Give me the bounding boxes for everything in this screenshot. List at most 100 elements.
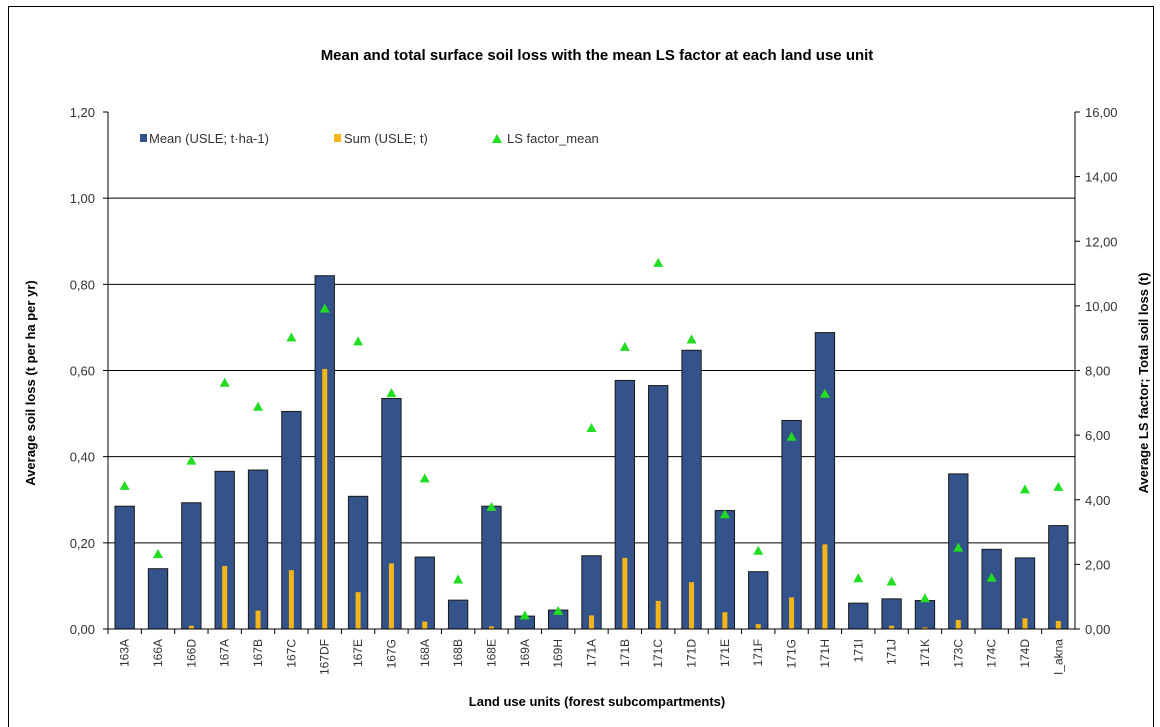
bar-sum — [922, 627, 928, 629]
bar-sum — [822, 544, 828, 629]
bar-mean — [881, 598, 902, 630]
x-tick-label: 168B — [451, 639, 465, 667]
x-tick-label: 171C — [651, 639, 665, 668]
bar-mean — [247, 469, 269, 630]
y-tick-label: 1,00 — [70, 191, 95, 206]
legend-label-ls: LS factor_mean — [507, 131, 599, 146]
x-axis-label: Land use units (forest subcompartments) — [469, 694, 725, 709]
y-axis-label: Average soil loss (t per ha per yr) — [23, 280, 38, 485]
x-tick-label: 171A — [585, 639, 599, 667]
chart-title: Mean and total surface soil loss with th… — [321, 47, 874, 64]
bar-sum — [789, 597, 795, 629]
x-tick-label: 167C — [284, 639, 298, 668]
ls-marker — [119, 480, 130, 490]
bar-mean — [648, 385, 669, 630]
ls-marker — [186, 455, 197, 465]
ls-marker — [519, 610, 530, 620]
legend-label-sum: Sum (USLE; t) — [344, 131, 428, 146]
bar-sum — [755, 624, 761, 629]
ls-marker — [386, 388, 397, 398]
x-tick-label: 171K — [918, 639, 932, 667]
bar-sum — [388, 563, 394, 629]
ls-marker — [486, 501, 497, 511]
bar-sum — [355, 592, 361, 629]
bar-mean — [981, 548, 1002, 630]
y2-tick-label: 6,00 — [1085, 428, 1110, 443]
bar-sum — [1055, 620, 1061, 629]
ls-marker — [286, 332, 297, 342]
y2-tick-label: 0,00 — [1085, 622, 1110, 637]
bar-sum — [222, 565, 228, 629]
bar-sum — [689, 582, 695, 629]
bar-sum — [622, 557, 628, 629]
bar-sum — [422, 621, 428, 629]
ls-marker — [453, 574, 464, 584]
bar-mean — [714, 510, 736, 630]
bar-mean — [181, 502, 202, 630]
ls-marker — [653, 257, 664, 267]
x-tick-label: 171G — [785, 639, 799, 668]
x-tick-label: 167E — [351, 639, 365, 667]
bar-mean — [914, 600, 936, 630]
ls-marker — [819, 388, 830, 398]
bar-mean — [481, 505, 502, 630]
y-tick-label: 1,20 — [70, 105, 95, 120]
x-tick-label: 168E — [484, 639, 498, 667]
bar-mean — [447, 599, 469, 630]
x-tick-label: 167G — [384, 639, 398, 668]
x-tick-label: 171J — [885, 639, 899, 665]
legend-label-mean: Mean (USLE; t·ha-1) — [149, 131, 269, 146]
markers-layer — [119, 257, 1064, 620]
x-tick-label: 174D — [1018, 639, 1032, 668]
ls-marker — [886, 576, 897, 586]
bar-sum — [322, 368, 328, 629]
y-tick-label: 0,20 — [70, 536, 95, 551]
x-tick-label: 169H — [551, 639, 565, 668]
x-tick-label: 174C — [985, 639, 999, 668]
x-tick-label: 171F — [751, 639, 765, 666]
ls-marker — [586, 423, 597, 433]
x-tick-label: 171E — [718, 639, 732, 667]
x-tick-label: 167A — [218, 639, 232, 667]
y2-axis-label: Average LS factor; Total soil loss (t) — [1136, 272, 1151, 493]
x-tick-label: 167DF — [318, 639, 332, 675]
ls-marker — [253, 401, 264, 411]
legend-swatch-ls — [492, 134, 502, 143]
bar-sum — [288, 570, 294, 629]
bar-mean — [848, 602, 869, 630]
y-tick-label: 0,00 — [70, 622, 95, 637]
axes-layer: 0,00 0,20 0,40 0,60 0,80 1,00 1,20 0,00 2,00 4,00… — [70, 105, 1118, 675]
y2-tick-label: 14,00 — [1085, 170, 1118, 185]
ls-marker — [153, 549, 164, 559]
bar-sum — [188, 625, 194, 629]
ls-marker — [619, 341, 630, 351]
bar-sum — [889, 625, 895, 629]
ls-marker — [753, 545, 764, 555]
y2-tick-label: 10,00 — [1085, 299, 1118, 314]
y2-tick-label: 16,00 — [1085, 105, 1118, 120]
x-tick-label: 171D — [685, 639, 699, 668]
x-tick-label: 166A — [151, 639, 165, 667]
x-tick-label: 169A — [518, 639, 532, 667]
y2-tick-label: 12,00 — [1085, 234, 1118, 249]
bars-layer — [114, 275, 1069, 630]
y-tick-label: 0,60 — [70, 364, 95, 379]
bar-sum — [655, 600, 661, 629]
ls-marker — [919, 593, 930, 603]
ls-marker — [553, 605, 564, 615]
x-tick-label: 171B — [618, 639, 632, 667]
x-tick-label: 167B — [251, 639, 265, 667]
y-tick-label: 0,40 — [70, 450, 95, 465]
legend: Mean (USLE; t·ha-1) Sum (USLE; t) LS facto… — [140, 131, 599, 146]
y2-tick-label: 8,00 — [1085, 364, 1110, 379]
legend-swatch-sum — [334, 134, 341, 142]
bar-sum — [955, 619, 961, 629]
ls-marker — [953, 542, 964, 552]
grid-lines — [108, 197, 1075, 544]
x-tick-label: 163A — [118, 639, 132, 667]
x-tick-label: I_akna — [1051, 639, 1065, 675]
bar-mean — [1048, 525, 1069, 630]
bar-mean — [147, 568, 169, 630]
x-tick-label: 168A — [418, 639, 432, 667]
x-tick-label: 173C — [951, 639, 965, 668]
